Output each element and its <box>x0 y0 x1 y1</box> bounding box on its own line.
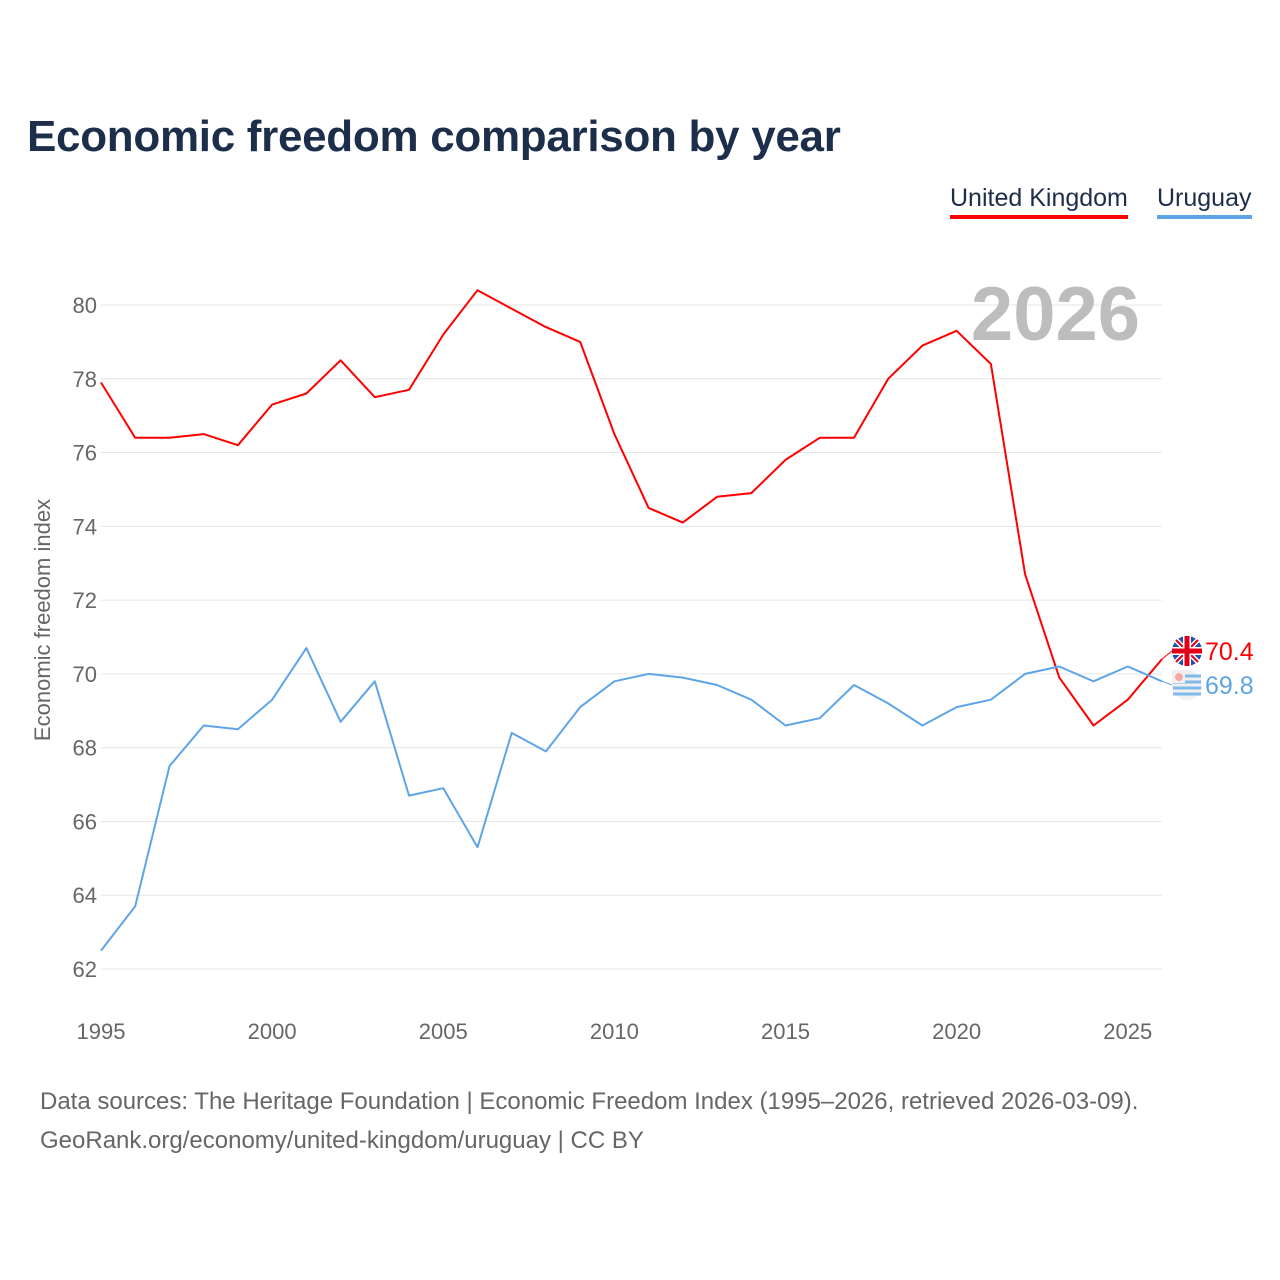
footer-link[interactable]: GeoRank.org/economy/united-kingdom/urugu… <box>40 1127 644 1154</box>
legend-uruguay[interactable]: Uruguay <box>1157 184 1252 219</box>
series-line-uruguay <box>100 647 1163 952</box>
end-value-label: 69.8 <box>1205 672 1254 700</box>
x-tick-label: 2015 <box>761 1019 810 1044</box>
y-tick-label: 76 <box>73 441 97 466</box>
uruguay-flag-icon <box>1172 670 1202 700</box>
year-watermark: 2026 <box>971 272 1140 357</box>
end-value-label: 70.4 <box>1205 638 1254 666</box>
chart-title: Economic freedom comparison by year <box>27 112 841 161</box>
legend-united-kingdom[interactable]: United Kingdom <box>950 184 1128 219</box>
x-tick-label: 2000 <box>248 1019 297 1044</box>
footer-sources: Data sources: The Heritage Foundation | … <box>40 1088 1139 1115</box>
x-tick-label: 1995 <box>77 1019 126 1044</box>
y-tick-label: 78 <box>73 367 97 392</box>
y-tick-label: 70 <box>73 662 97 687</box>
y-tick-label: 72 <box>73 588 97 613</box>
y-tick-label: 62 <box>73 957 97 982</box>
x-tick-label: 2010 <box>590 1019 639 1044</box>
y-axis-label: Economic freedom index <box>30 499 55 741</box>
y-tick-label: 80 <box>73 293 97 318</box>
y-tick-label: 68 <box>73 736 97 761</box>
y-tick-label: 74 <box>73 514 97 539</box>
y-tick-label: 66 <box>73 809 97 834</box>
x-tick-label: 2025 <box>1103 1019 1152 1044</box>
x-tick-label: 2005 <box>419 1019 468 1044</box>
x-tick-label: 2020 <box>932 1019 981 1044</box>
y-tick-label: 64 <box>73 883 97 908</box>
uk-flag-icon <box>1172 636 1202 666</box>
series-line-united-kingdom <box>100 289 1163 727</box>
